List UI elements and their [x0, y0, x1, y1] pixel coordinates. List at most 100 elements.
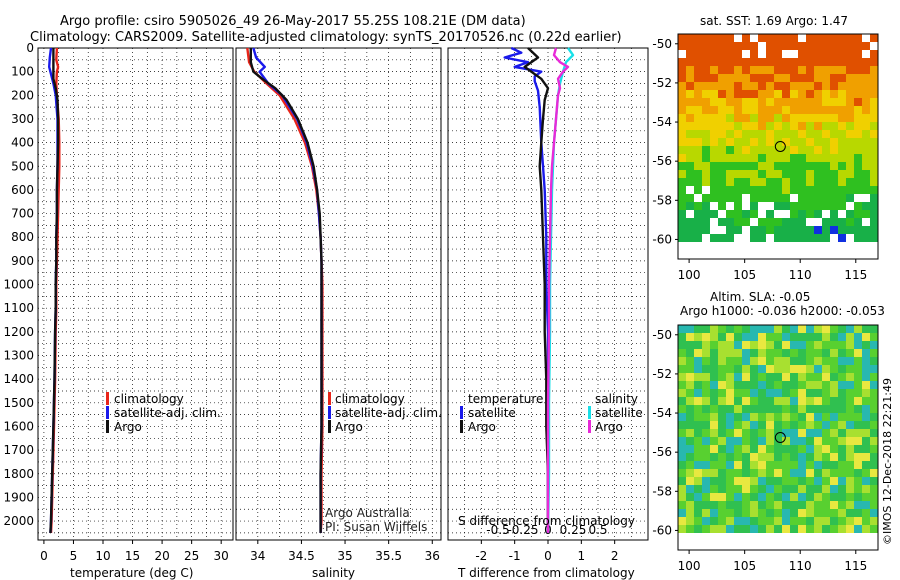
map-cell	[734, 210, 742, 218]
map-cell	[846, 34, 854, 42]
map-cell	[726, 349, 734, 357]
map-cell	[726, 549, 734, 557]
map-cell	[806, 349, 814, 357]
map-cell	[838, 333, 846, 341]
map-cell	[678, 437, 686, 445]
map-cell	[702, 365, 710, 373]
map-cell	[686, 34, 694, 42]
legend-argo-swatch	[106, 420, 109, 433]
map-cell	[822, 485, 830, 493]
map-cell	[774, 130, 782, 138]
map-cell	[702, 138, 710, 146]
map-cell	[718, 122, 726, 130]
map-cell	[686, 58, 694, 66]
x-tick-label: 20	[154, 549, 169, 563]
map-cell	[846, 106, 854, 114]
map-cell	[798, 218, 806, 226]
map-cell	[750, 397, 758, 405]
map-cell	[726, 509, 734, 517]
map-cell	[806, 469, 814, 477]
map-cell	[686, 162, 694, 170]
map-cell	[742, 42, 750, 50]
map-cell	[854, 66, 862, 74]
map-cell	[678, 429, 686, 437]
map-cell	[782, 501, 790, 509]
map-cell	[862, 525, 870, 533]
map-cell	[750, 66, 758, 74]
map-cell	[806, 66, 814, 74]
map-cell	[790, 501, 798, 509]
legend-climatology: climatology	[335, 392, 405, 406]
x-tick-label: 36	[425, 549, 440, 563]
map-cell	[726, 58, 734, 66]
map-cell	[806, 122, 814, 130]
map-cell	[734, 74, 742, 82]
map-cell	[774, 421, 782, 429]
map-cell	[734, 162, 742, 170]
map-cell	[822, 445, 830, 453]
profile-line-argo	[49, 48, 60, 533]
legend-temp-satellite: satellite	[468, 406, 516, 420]
map-cell	[734, 58, 742, 66]
map-cell	[718, 194, 726, 202]
map-cell	[822, 146, 830, 154]
map-cell	[718, 373, 726, 381]
map-cell	[830, 373, 838, 381]
map-cell	[854, 485, 862, 493]
map-cell	[854, 210, 862, 218]
map-cell	[814, 437, 822, 445]
map-cell	[774, 325, 782, 333]
map-cell	[710, 517, 718, 525]
map-cell	[798, 525, 806, 533]
map-cell	[814, 389, 822, 397]
map-cell	[726, 106, 734, 114]
map-cell	[686, 485, 694, 493]
map-cell	[814, 202, 822, 210]
map-cell	[854, 413, 862, 421]
map-cell	[870, 106, 878, 114]
map-cell	[806, 381, 814, 389]
map-cell	[694, 413, 702, 421]
map-cell	[686, 525, 694, 533]
map-cell	[742, 421, 750, 429]
map-cell	[758, 365, 766, 373]
map-cell	[678, 445, 686, 453]
map-cell	[686, 373, 694, 381]
map-cell	[870, 234, 878, 242]
map-cell	[790, 138, 798, 146]
map-cell	[694, 178, 702, 186]
map-cell	[782, 170, 790, 178]
map-cell	[806, 234, 814, 242]
map-cell	[758, 373, 766, 381]
map-cell	[846, 549, 854, 557]
map-cell	[774, 146, 782, 154]
map-cell	[846, 461, 854, 469]
map-cell	[870, 66, 878, 74]
map-cell	[734, 186, 742, 194]
map-cell	[774, 42, 782, 50]
map-cell	[734, 333, 742, 341]
map-cell	[870, 130, 878, 138]
map-cell	[758, 477, 766, 485]
map-cell	[782, 469, 790, 477]
map-cell	[766, 389, 774, 397]
map-cell	[750, 50, 758, 58]
map-cell	[854, 541, 862, 549]
map-cell	[726, 34, 734, 42]
map-cell	[694, 357, 702, 365]
legend-temperature-title: temperature	[468, 392, 543, 406]
map-cell	[782, 517, 790, 525]
map-cell	[734, 341, 742, 349]
map-cell	[718, 509, 726, 517]
map-cell	[774, 234, 782, 242]
latitude-label: -58	[652, 484, 672, 498]
map-cell	[726, 405, 734, 413]
map-cell	[870, 122, 878, 130]
map-cell	[734, 114, 742, 122]
map-cell	[750, 405, 758, 413]
map-cell	[726, 389, 734, 397]
longitude-label: 100	[678, 268, 701, 282]
map-cell	[750, 477, 758, 485]
map-cell	[710, 405, 718, 413]
map-cell	[854, 82, 862, 90]
